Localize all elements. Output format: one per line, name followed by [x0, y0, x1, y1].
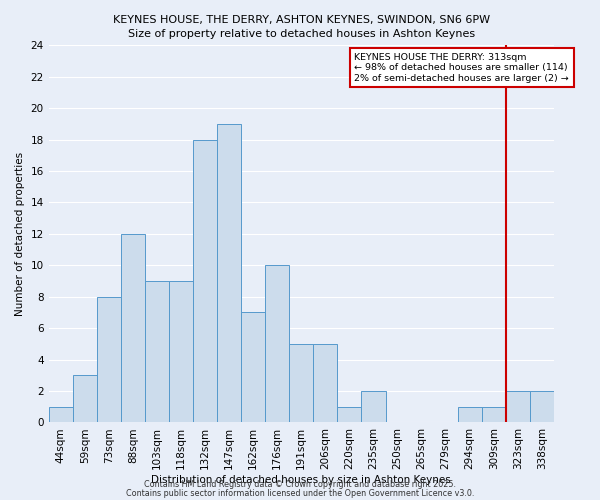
Bar	[145, 281, 169, 422]
Bar	[217, 124, 241, 422]
Bar	[49, 406, 73, 422]
Bar	[313, 344, 337, 422]
Text: Contains public sector information licensed under the Open Government Licence v3: Contains public sector information licen…	[126, 488, 474, 498]
Bar	[241, 312, 265, 422]
Title: KEYNES HOUSE, THE DERRY, ASHTON KEYNES, SWINDON, SN6 6PW
Size of property relati: KEYNES HOUSE, THE DERRY, ASHTON KEYNES, …	[113, 15, 490, 39]
Bar	[121, 234, 145, 422]
Bar	[482, 406, 506, 422]
Bar	[337, 406, 361, 422]
Y-axis label: Number of detached properties: Number of detached properties	[15, 152, 25, 316]
Bar	[289, 344, 313, 422]
Bar	[458, 406, 482, 422]
Bar	[361, 391, 386, 422]
Bar	[193, 140, 217, 422]
Bar	[265, 266, 289, 422]
Bar	[530, 391, 554, 422]
Bar	[97, 296, 121, 422]
X-axis label: Distribution of detached houses by size in Ashton Keynes: Distribution of detached houses by size …	[151, 475, 451, 485]
Text: KEYNES HOUSE THE DERRY: 313sqm
← 98% of detached houses are smaller (114)
2% of : KEYNES HOUSE THE DERRY: 313sqm ← 98% of …	[355, 53, 569, 82]
Bar	[169, 281, 193, 422]
Bar	[73, 376, 97, 422]
Bar	[506, 391, 530, 422]
Text: Contains HM Land Registry data © Crown copyright and database right 2025.: Contains HM Land Registry data © Crown c…	[144, 480, 456, 489]
